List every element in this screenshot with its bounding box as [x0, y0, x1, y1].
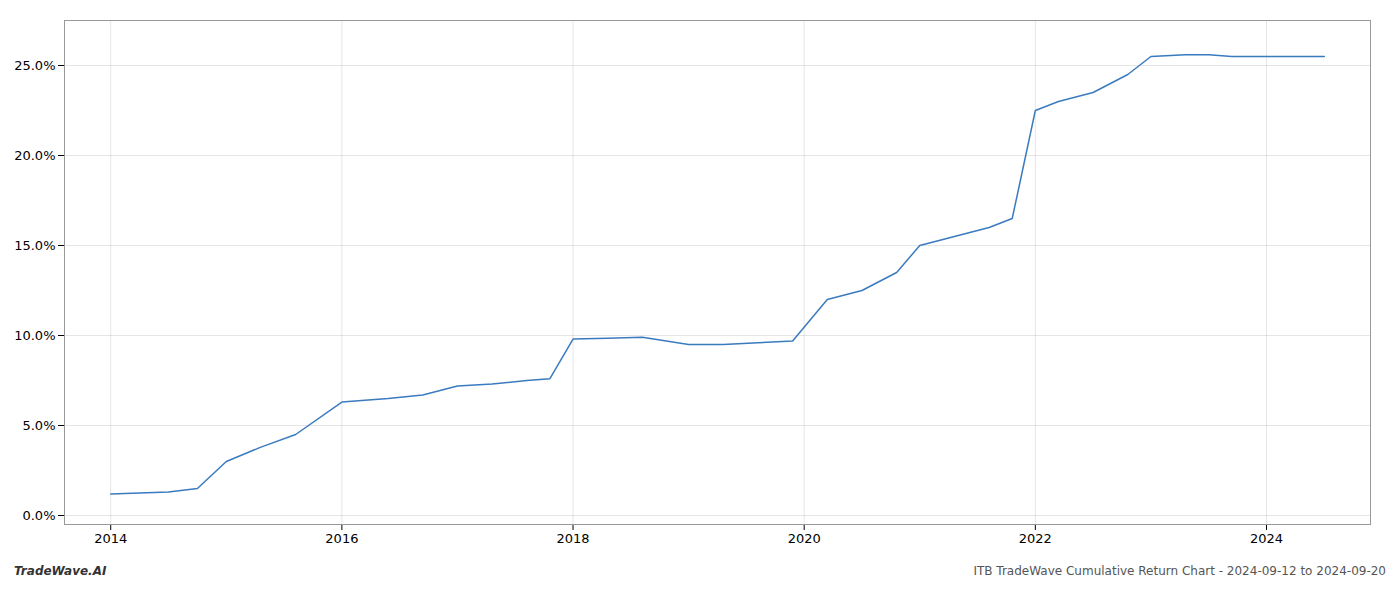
svg-text:2014: 2014: [94, 531, 127, 546]
svg-text:2016: 2016: [325, 531, 358, 546]
svg-text:2024: 2024: [1250, 531, 1283, 546]
svg-text:2018: 2018: [556, 531, 589, 546]
html-text:TradeWave.AI: TradeWave.AI: [14, 564, 107, 578]
svg-text:5.0%: 5.0%: [22, 418, 55, 433]
svg-text:0.0%: 0.0%: [22, 508, 55, 523]
svg-text:20.0%: 20.0%: [14, 148, 55, 163]
html-text:ITB TradeWave Cumulative Retur: ITB TradeWave Cumulative Return Chart - …: [973, 564, 1386, 578]
svg-text:2022: 2022: [1019, 531, 1052, 546]
svg-text:2020: 2020: [788, 531, 821, 546]
svg-text:25.0%: 25.0%: [14, 58, 55, 73]
svg-text:15.0%: 15.0%: [14, 238, 55, 253]
svg-text:10.0%: 10.0%: [14, 328, 55, 343]
